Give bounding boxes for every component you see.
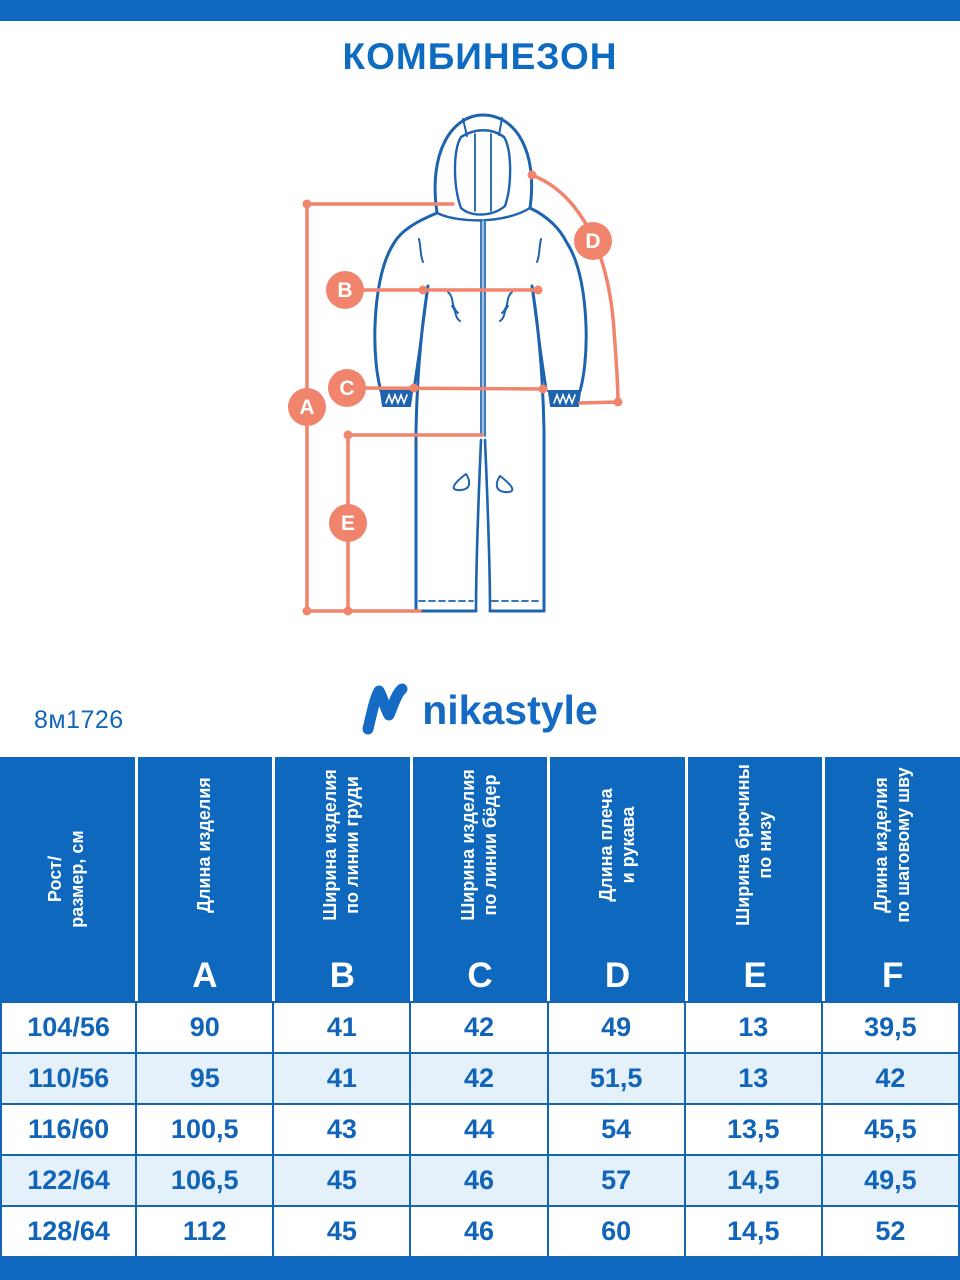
svg-text:D: D bbox=[585, 230, 600, 253]
brand-logo: nikastyle bbox=[0, 676, 960, 744]
size-cell: 116/60 bbox=[0, 1105, 138, 1154]
value-cell: 14,5 bbox=[686, 1156, 823, 1205]
measurement-lines bbox=[305, 173, 620, 613]
svg-text:E: E bbox=[341, 512, 355, 535]
svg-text:C: C bbox=[339, 377, 354, 400]
value-cell: 42 bbox=[823, 1054, 960, 1103]
value-cell: 13 bbox=[686, 1003, 823, 1052]
value-cell: 57 bbox=[549, 1156, 686, 1205]
brand-logo-text: nikastyle bbox=[422, 686, 598, 733]
header-label-b: Ширина изделия по линии груди bbox=[320, 769, 363, 921]
marker-b-badge: B bbox=[326, 271, 364, 309]
header-label-f: Длина изделия по шаговому шву bbox=[870, 767, 913, 923]
header-cell-f: Длина изделия по шаговому шву F bbox=[825, 757, 960, 1001]
size-table-header: Рост/ размер, см Длина изделия A Ширина … bbox=[0, 757, 960, 1001]
header-letter-d: D bbox=[604, 956, 631, 995]
header-cell-size: Рост/ размер, см bbox=[0, 757, 135, 1001]
header-cell-d: Длина плеча и рукава D bbox=[550, 757, 685, 1001]
marker-a-badge: A bbox=[288, 388, 326, 426]
value-cell: 13,5 bbox=[686, 1105, 823, 1154]
bottom-accent-bar bbox=[0, 1258, 960, 1280]
top-accent-bar bbox=[0, 0, 960, 21]
garment-measurement-diagram: A B C D E bbox=[288, 113, 623, 616]
value-cell: 42 bbox=[411, 1054, 549, 1103]
value-cell: 100,5 bbox=[137, 1105, 275, 1154]
table-row-116-60: 116/60 100,5 43 44 54 13,5 45,5 bbox=[0, 1105, 960, 1156]
size-table-body: 104/56 90 41 42 49 13 39,5 110/56 95 41 … bbox=[0, 1001, 960, 1258]
value-cell: 49,5 bbox=[823, 1156, 960, 1205]
header-cell-c: Ширина изделия по линии бёдер C bbox=[412, 757, 548, 1001]
header-cell-b: Ширина изделия по линии груди B bbox=[275, 757, 410, 1001]
table-row-110-56: 110/56 95 41 42 51,5 13 42 bbox=[0, 1054, 960, 1105]
jumpsuit-details bbox=[385, 219, 576, 602]
header-label-d: Длина плеча и рукава bbox=[595, 788, 638, 902]
size-cell: 128/64 bbox=[0, 1207, 138, 1256]
header-cell-e: Ширина брючины по низу E bbox=[687, 757, 823, 1001]
value-cell: 45,5 bbox=[823, 1105, 960, 1154]
marker-e-badge: E bbox=[329, 504, 367, 542]
value-cell: 90 bbox=[137, 1003, 275, 1052]
header-letter-c: C bbox=[467, 956, 493, 995]
header-label-c: Ширина изделия по линии бёдер bbox=[458, 769, 500, 921]
measurement-dots bbox=[302, 170, 623, 616]
header-label-size: Рост/ размер, см bbox=[45, 830, 88, 928]
marker-c-badge: C bbox=[328, 369, 366, 407]
value-cell: 45 bbox=[274, 1207, 412, 1256]
value-cell: 41 bbox=[274, 1054, 412, 1103]
value-cell: 95 bbox=[137, 1054, 275, 1103]
size-cell: 104/56 bbox=[0, 1003, 138, 1052]
header-letter-b: B bbox=[329, 956, 356, 995]
size-cell: 122/64 bbox=[0, 1156, 138, 1205]
svg-text:B: B bbox=[337, 279, 352, 302]
value-cell: 13 bbox=[686, 1054, 823, 1103]
value-cell: 49 bbox=[549, 1003, 686, 1052]
measurement-markers: A B C D E bbox=[288, 222, 612, 542]
value-cell: 51,5 bbox=[549, 1054, 686, 1103]
value-cell: 106,5 bbox=[137, 1156, 275, 1205]
size-cell: 110/56 bbox=[0, 1054, 138, 1103]
page-title: КОМБИНЕЗОН bbox=[342, 36, 618, 77]
value-cell: 60 bbox=[549, 1207, 686, 1256]
value-cell: 42 bbox=[411, 1003, 549, 1052]
header-letter-f: F bbox=[882, 956, 904, 995]
value-cell: 41 bbox=[274, 1003, 412, 1052]
marker-d-badge: D bbox=[574, 222, 612, 260]
value-cell: 52 bbox=[823, 1207, 960, 1256]
brand-logo-icon bbox=[362, 683, 408, 735]
product-code: 8м1726 bbox=[34, 706, 124, 734]
table-row-122-64: 122/64 106,5 45 46 57 14,5 49,5 bbox=[0, 1156, 960, 1207]
value-cell: 43 bbox=[274, 1105, 412, 1154]
value-cell: 39,5 bbox=[823, 1003, 960, 1052]
size-table: Рост/ размер, см Длина изделия A Ширина … bbox=[0, 757, 960, 1258]
table-row-128-64: 128/64 112 45 46 60 14,5 52 bbox=[0, 1207, 960, 1258]
value-cell: 112 bbox=[137, 1207, 275, 1256]
header-label-a: Длина изделия bbox=[193, 777, 214, 913]
value-cell: 44 bbox=[411, 1105, 549, 1154]
header-label-e: Ширина брючины по низу bbox=[733, 764, 776, 926]
value-cell: 46 bbox=[411, 1207, 549, 1256]
header-cell-a: Длина изделия A bbox=[137, 757, 273, 1001]
value-cell: 45 bbox=[274, 1156, 412, 1205]
value-cell: 46 bbox=[411, 1156, 549, 1205]
table-row-104-56: 104/56 90 41 42 49 13 39,5 bbox=[0, 1003, 960, 1054]
svg-text:A: A bbox=[299, 396, 314, 419]
value-cell: 14,5 bbox=[686, 1207, 823, 1256]
header-letter-e: E bbox=[743, 956, 767, 995]
header-letter-a: A bbox=[192, 956, 218, 995]
value-cell: 54 bbox=[549, 1105, 686, 1154]
